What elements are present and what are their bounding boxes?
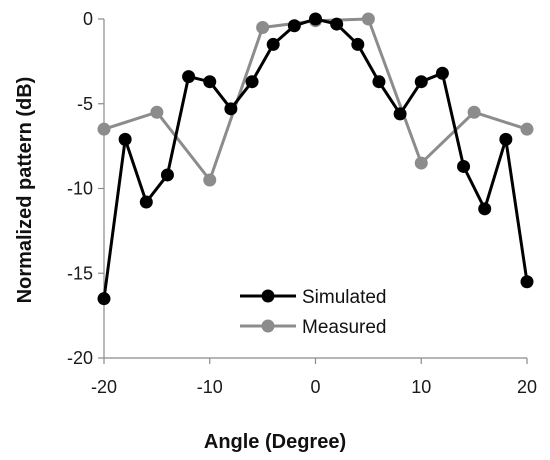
x-tick-label: 10	[411, 377, 431, 397]
data-point-simulated	[457, 159, 471, 173]
data-point-simulated	[182, 70, 196, 84]
legend-label: Simulated	[302, 287, 387, 308]
data-point-measured	[97, 122, 111, 136]
data-point-simulated	[393, 107, 407, 121]
y-tick-label: 0	[83, 9, 93, 29]
data-point-simulated	[97, 292, 111, 306]
data-point-simulated	[266, 37, 280, 51]
data-point-simulated	[330, 17, 344, 31]
legend-item-measured: Measured	[240, 317, 387, 338]
data-point-simulated	[520, 275, 534, 289]
y-tick-label: -15	[67, 263, 93, 283]
y-tick-label: -20	[67, 348, 93, 368]
data-point-measured	[520, 122, 534, 136]
data-point-simulated	[203, 75, 217, 89]
data-point-simulated	[372, 75, 386, 89]
data-point-simulated	[139, 195, 153, 209]
y-axis-title: Normalized pattern (dB)	[14, 77, 36, 304]
legend-swatch-marker	[261, 319, 275, 333]
data-point-simulated	[499, 132, 513, 146]
legend: Simulated Measured	[240, 287, 387, 338]
series-layer	[97, 12, 534, 306]
x-tick-label: 0	[310, 377, 320, 397]
data-point-simulated	[287, 19, 301, 33]
data-point-measured	[361, 12, 375, 26]
x-axis-title: Angle (Degree)	[204, 431, 346, 453]
data-point-simulated	[118, 132, 132, 146]
legend-item-simulated: Simulated	[240, 287, 387, 308]
data-point-measured	[150, 105, 164, 119]
data-point-simulated	[435, 66, 449, 80]
y-tick-label: -5	[77, 94, 93, 114]
x-tick-label: -20	[91, 377, 117, 397]
series-line-simulated	[102, 17, 529, 299]
y-tick-label: -10	[67, 179, 93, 199]
legend-label: Measured	[302, 317, 387, 338]
x-tick-label: 20	[517, 377, 537, 397]
legend-swatch-marker	[261, 289, 275, 303]
x-tick-label: -10	[197, 377, 223, 397]
data-point-simulated	[245, 75, 259, 89]
data-point-measured	[414, 156, 428, 170]
data-point-simulated	[224, 102, 238, 116]
series-line-measured	[103, 17, 528, 182]
data-point-simulated	[309, 12, 322, 26]
x-axis-ticks: -20 -10 0 10 20	[91, 358, 537, 397]
data-point-measured	[256, 20, 270, 34]
series-simulated	[97, 12, 534, 306]
series-measured	[97, 12, 534, 187]
data-point-simulated	[351, 37, 365, 51]
y-axis-ticks: 0 -5 -10 -15 -20	[67, 9, 104, 368]
data-point-measured	[467, 105, 481, 119]
data-point-simulated	[414, 75, 428, 89]
data-point-simulated	[160, 168, 174, 182]
data-point-measured	[203, 173, 217, 187]
data-point-simulated	[478, 202, 492, 216]
